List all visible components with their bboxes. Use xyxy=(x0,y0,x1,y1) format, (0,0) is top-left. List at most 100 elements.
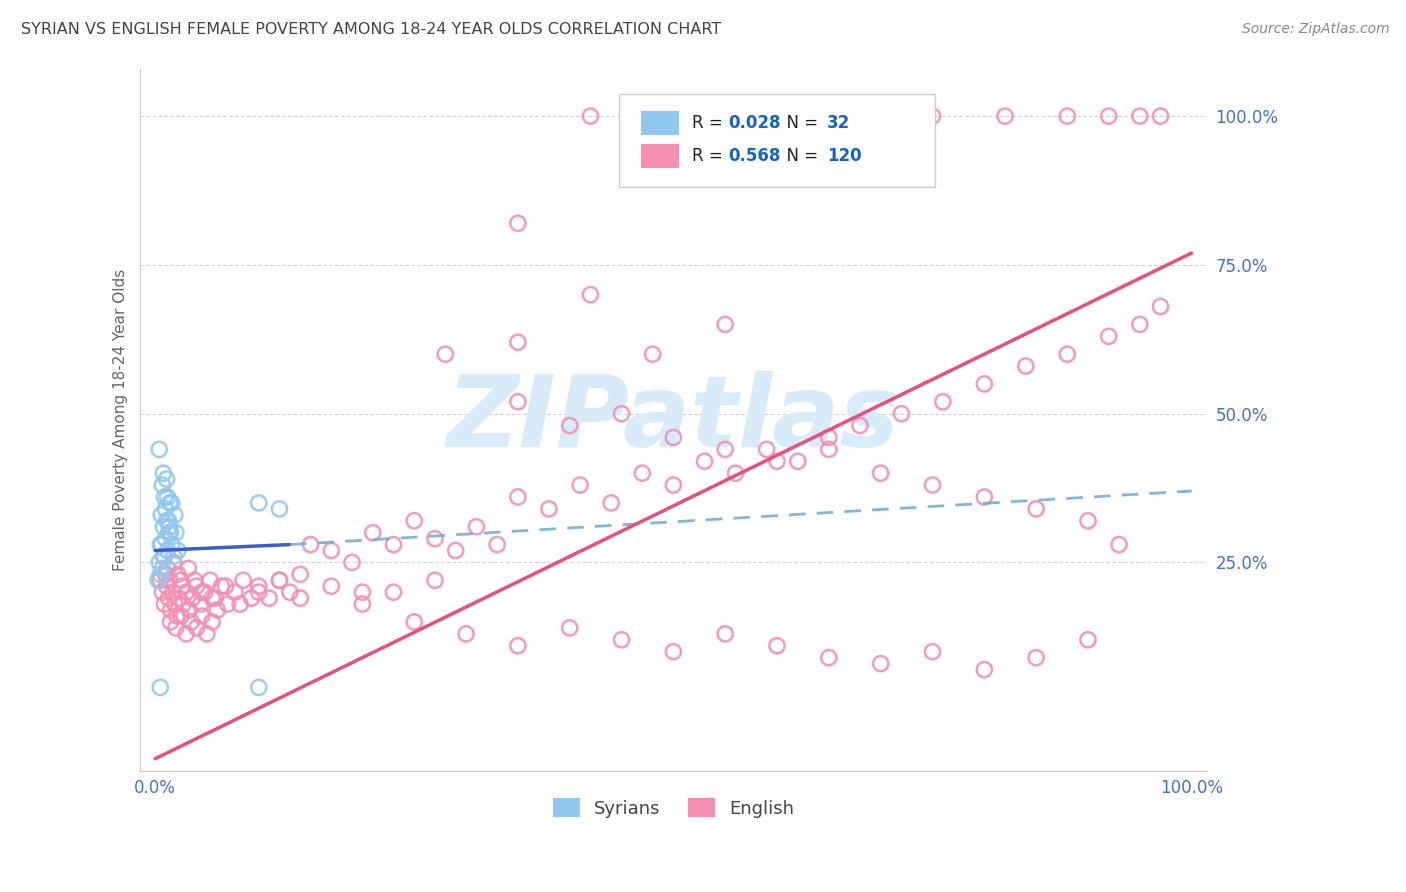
Point xyxy=(662,109,685,123)
Point xyxy=(159,496,181,510)
Point xyxy=(973,490,995,504)
Point xyxy=(156,543,179,558)
Point xyxy=(150,561,173,575)
Point xyxy=(973,663,995,677)
Point xyxy=(160,496,183,510)
Point xyxy=(209,579,232,593)
Point xyxy=(1056,109,1078,123)
Point xyxy=(149,574,172,588)
Point xyxy=(1077,514,1099,528)
Point xyxy=(157,514,180,528)
Point xyxy=(269,574,291,588)
Point xyxy=(247,585,270,599)
Text: ZIPatlas: ZIPatlas xyxy=(447,371,900,468)
Point xyxy=(361,525,384,540)
Point xyxy=(159,525,181,540)
Point xyxy=(183,574,205,588)
Point xyxy=(247,681,270,695)
Point xyxy=(1129,318,1152,332)
Point xyxy=(486,538,509,552)
Point xyxy=(382,538,405,552)
Point xyxy=(170,574,193,588)
Point xyxy=(1025,501,1047,516)
Point xyxy=(269,574,291,588)
Text: Source: ZipAtlas.com: Source: ZipAtlas.com xyxy=(1241,22,1389,37)
Point xyxy=(153,490,176,504)
Point xyxy=(186,621,208,635)
Point xyxy=(167,591,190,606)
Point xyxy=(352,585,374,599)
Point xyxy=(600,496,623,510)
Point xyxy=(157,525,180,540)
Point xyxy=(818,430,841,444)
Point xyxy=(1129,109,1152,123)
Point xyxy=(149,538,172,552)
Point xyxy=(207,603,229,617)
Point xyxy=(163,556,186,570)
Point xyxy=(714,627,737,641)
Point xyxy=(174,585,197,599)
Point xyxy=(537,501,560,516)
Text: 0.028: 0.028 xyxy=(728,114,780,132)
Point xyxy=(150,538,173,552)
Point xyxy=(973,376,995,391)
Point xyxy=(766,639,789,653)
Point xyxy=(766,454,789,468)
Point xyxy=(714,442,737,457)
Point xyxy=(195,627,218,641)
Point xyxy=(148,556,170,570)
Point xyxy=(150,585,173,599)
Point xyxy=(755,442,778,457)
Point xyxy=(157,591,180,606)
Point xyxy=(849,418,872,433)
Point xyxy=(159,615,181,629)
Point xyxy=(662,645,685,659)
Point xyxy=(167,567,190,582)
Point xyxy=(163,508,186,522)
Point xyxy=(177,561,200,575)
Point xyxy=(506,335,529,350)
Point xyxy=(152,466,174,480)
Point xyxy=(299,538,322,552)
Point xyxy=(269,501,291,516)
Point xyxy=(714,318,737,332)
Point xyxy=(149,567,172,582)
Point xyxy=(155,567,177,582)
Point xyxy=(506,490,529,504)
Point xyxy=(149,681,172,695)
Point xyxy=(290,591,312,606)
Point xyxy=(159,519,181,533)
Point xyxy=(247,496,270,510)
Point xyxy=(382,585,405,599)
Point xyxy=(662,478,685,492)
Point xyxy=(352,597,374,611)
Point xyxy=(1098,329,1121,343)
Point xyxy=(724,466,747,480)
Point xyxy=(204,591,226,606)
Point xyxy=(1108,538,1130,552)
Point xyxy=(217,597,239,611)
Point xyxy=(454,627,477,641)
Text: R =: R = xyxy=(692,114,728,132)
Point xyxy=(444,543,467,558)
Point xyxy=(631,466,654,480)
Point xyxy=(558,621,581,635)
Point xyxy=(155,532,177,546)
Point xyxy=(153,597,176,611)
Point xyxy=(155,472,177,486)
Point xyxy=(155,579,177,593)
Point xyxy=(159,603,181,617)
Text: N =: N = xyxy=(776,147,824,165)
Point xyxy=(818,650,841,665)
Point xyxy=(180,615,202,629)
Point xyxy=(240,591,263,606)
Point xyxy=(506,394,529,409)
Point xyxy=(174,627,197,641)
Point xyxy=(150,478,173,492)
Point xyxy=(786,454,808,468)
Text: 0.568: 0.568 xyxy=(728,147,780,165)
Legend: Syrians, English: Syrians, English xyxy=(546,791,801,825)
Point xyxy=(194,585,217,599)
Point xyxy=(506,639,529,653)
Point xyxy=(165,525,187,540)
